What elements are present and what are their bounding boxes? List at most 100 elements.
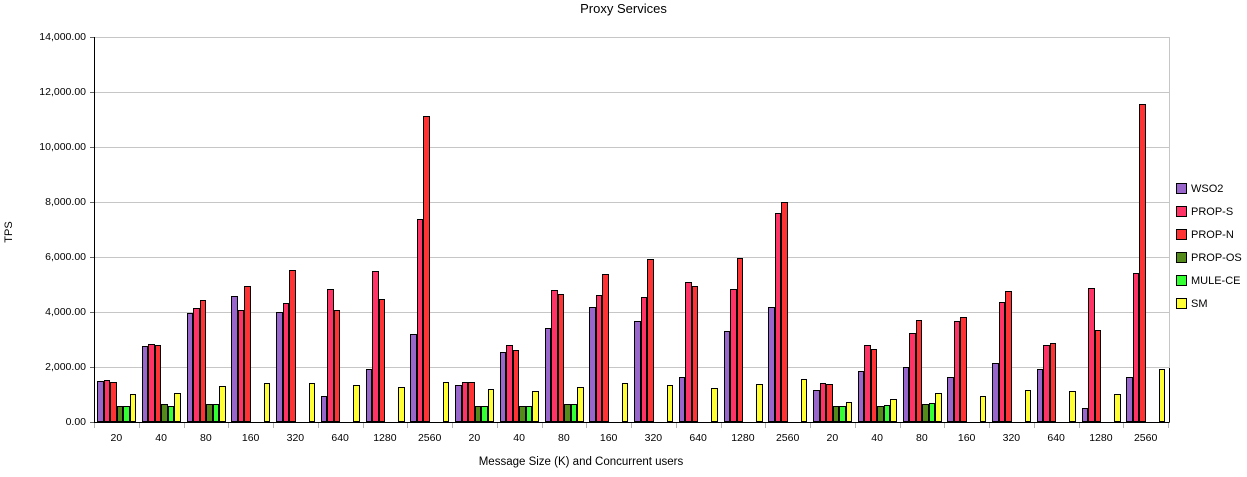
bar-PROP-S-2560-23 — [1132, 273, 1140, 422]
bar-SM-640-13 — [711, 388, 718, 422]
legend-label: PROP-N — [1191, 228, 1234, 241]
x-tick — [631, 423, 632, 428]
x-tick — [989, 423, 990, 428]
x-tick — [496, 423, 498, 428]
x-tick — [228, 423, 230, 428]
bar-WSO2-160-3 — [231, 296, 238, 422]
y-tick — [90, 367, 94, 368]
bar-SM-80-10 — [577, 387, 584, 422]
gridline — [95, 366, 1169, 368]
bar-WSO2-80-2 — [186, 313, 194, 422]
bar-MULE-CE-20-0 — [123, 406, 130, 422]
bar-WSO2-640-21 — [1036, 369, 1044, 422]
bar-WSO2-1280-6 — [365, 369, 373, 422]
x-category-label: 80 — [558, 432, 570, 444]
bar-SM-40-1 — [174, 393, 181, 422]
x-category-label: 640 — [1047, 432, 1065, 444]
bar-WSO2-160-11 — [589, 307, 596, 422]
bar-PROP-N-20-16 — [826, 384, 833, 422]
bar-PROP-OS-80-10 — [564, 404, 571, 422]
y-tick-label: 0.00 — [65, 416, 86, 428]
bar-MULE-CE-40-17 — [883, 405, 891, 422]
bar-PROP-S-160-19 — [953, 321, 961, 422]
y-tick — [90, 147, 94, 148]
bar-PROP-N-640-21 — [1049, 343, 1057, 422]
bar-PROP-N-1280-6 — [378, 299, 386, 422]
legend-label: PROP-OS — [1191, 251, 1242, 264]
bar-MULE-CE-80-2 — [212, 404, 220, 422]
bar-SM-80-18 — [935, 393, 942, 422]
x-tick — [452, 423, 453, 428]
right-axis-segment — [1169, 368, 1170, 422]
y-tick — [90, 37, 94, 38]
legend-item-PROP-OS: PROP-OS — [1176, 246, 1242, 269]
bar-PROP-N-160-3 — [244, 286, 251, 422]
bar-PROP-S-40-17 — [864, 345, 871, 422]
bar-PROP-S-640-5 — [327, 289, 334, 422]
bar-SM-1280-22 — [1114, 394, 1121, 422]
legend-item-PROP-N: PROP-N — [1176, 223, 1242, 246]
bar-PROP-S-80-18 — [909, 333, 916, 422]
bar-PROP-S-1280-6 — [372, 271, 379, 422]
bar-PROP-S-160-11 — [595, 295, 603, 422]
x-tick — [407, 423, 409, 428]
x-category-label: 20 — [468, 432, 481, 444]
bar-SM-20-16 — [845, 402, 853, 422]
legend-label: SM — [1191, 297, 1208, 310]
bar-WSO2-40-1 — [141, 346, 149, 422]
bar-PROP-OS-20-0 — [116, 406, 124, 422]
x-tick — [138, 423, 140, 428]
bar-SM-2560-23 — [1158, 369, 1166, 422]
bar-PROP-N-640-13 — [691, 286, 699, 422]
x-tick — [1033, 423, 1035, 428]
x-category-label: 640 — [331, 432, 349, 444]
bar-PROP-S-1280-14 — [730, 289, 737, 422]
bar-WSO2-40-17 — [857, 371, 865, 422]
bar-WSO2-320-12 — [634, 321, 641, 422]
bar-SM-20-0 — [129, 394, 137, 422]
gridline — [95, 201, 1169, 203]
x-tick — [810, 423, 811, 428]
legend-item-SM: SM — [1176, 292, 1242, 315]
x-tick — [362, 423, 364, 428]
y-tick-label: 6,000.00 — [45, 251, 86, 263]
legend-swatch-SM — [1176, 298, 1187, 309]
bar-PROP-N-40-9 — [512, 350, 520, 422]
x-category-label: 320 — [1002, 432, 1021, 444]
bar-PROP-S-160-3 — [237, 310, 245, 422]
bar-PROP-N-20-0 — [110, 382, 117, 422]
legend-swatch-PROP-OS — [1176, 252, 1187, 263]
bar-PROP-S-20-8 — [461, 382, 469, 422]
legend-label: PROP-S — [1191, 205, 1234, 218]
y-tick-label: 4,000.00 — [45, 306, 86, 318]
bar-WSO2-160-19 — [947, 377, 954, 422]
bar-WSO2-40-9 — [499, 352, 507, 422]
bar-SM-2560-15 — [800, 379, 808, 422]
bar-PROP-S-640-13 — [685, 282, 692, 422]
x-category-label: 80 — [200, 432, 212, 444]
bar-WSO2-640-13 — [678, 377, 686, 422]
bar-PROP-S-320-4 — [282, 303, 290, 422]
bar-MULE-CE-20-16 — [839, 406, 846, 422]
bar-SM-160-11 — [621, 383, 629, 422]
legend: WSO2 PROP-S PROP-N PROP-OS MULE-CE SM — [1176, 177, 1242, 315]
x-category-label: 160 — [241, 432, 260, 444]
bar-SM-40-17 — [890, 399, 897, 422]
x-category-label: 40 — [513, 432, 525, 444]
bar-PROP-S-2560-7 — [416, 219, 424, 422]
x-category-label: 40 — [155, 432, 167, 444]
bar-SM-160-19 — [979, 396, 987, 422]
y-tick — [90, 92, 94, 93]
x-tick — [720, 423, 722, 428]
bar-PROP-OS-20-16 — [832, 406, 840, 422]
bar-SM-320-12 — [666, 385, 674, 422]
bar-PROP-N-2560-7 — [423, 116, 430, 422]
bar-PROP-N-1280-14 — [736, 258, 744, 422]
bar-SM-80-2 — [219, 386, 226, 422]
bar-WSO2-80-18 — [902, 367, 910, 422]
x-tick — [273, 423, 274, 428]
bar-PROP-S-20-0 — [103, 380, 111, 422]
x-tick — [854, 423, 856, 428]
bar-PROP-S-80-2 — [193, 308, 200, 422]
bar-PROP-OS-40-17 — [877, 406, 884, 422]
